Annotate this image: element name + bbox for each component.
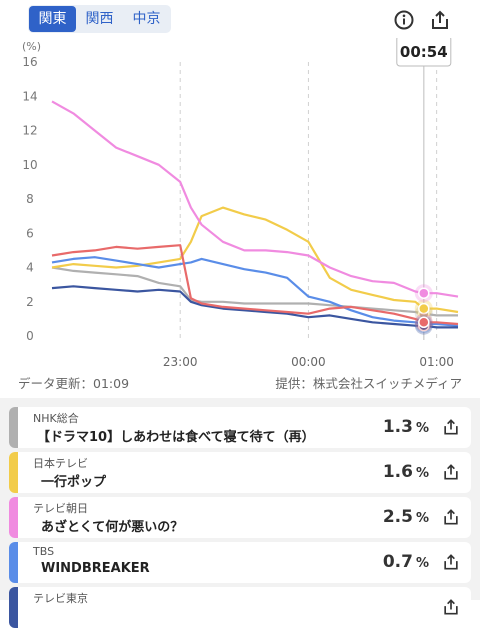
share-icon[interactable] [441, 507, 461, 527]
series-line [51, 256, 459, 327]
program-title: 【ドラマ10】しあわせは食べて寝て待て（再） [37, 430, 315, 445]
series-line [51, 206, 459, 314]
rating-value: 0.7% [383, 552, 429, 572]
channel-color-bar [9, 587, 18, 628]
rating-number: 1.3 [382, 417, 413, 437]
x-tick-label: 23:00 [163, 355, 198, 368]
rating-number: 2.5 [382, 507, 413, 527]
ratings-chart: (%) 0 2 4 6 8 10 12 14 16 23:00 00:00 01:00 00:54 [0, 35, 480, 369]
channel-card-tbs[interactable]: TBS WINDBREAKER 0.7% [9, 542, 471, 583]
tab-chukyo[interactable]: 中京 [132, 11, 161, 27]
channel-name: NHK総合 [33, 412, 79, 425]
y-axis-unit-label: (%) [22, 40, 41, 53]
channel-card-nhk[interactable]: NHK総合 【ドラマ10】しあわせは食べて寝て待て（再） 1.3% [9, 407, 471, 448]
y-tick-label: 2 [26, 295, 34, 309]
channel-name: TBS [33, 545, 55, 558]
chart-svg: (%) 0 2 4 6 8 10 12 14 16 23:00 00:00 01:00 00:54 [22, 35, 459, 369]
data-updated-label: データ更新：01:09 [18, 376, 130, 391]
rating-unit: % [415, 421, 429, 436]
cursor-point [418, 287, 430, 299]
rating-number: 1.6 [382, 462, 413, 482]
y-tick-label: 8 [26, 192, 34, 206]
tab-kanto[interactable]: 関東 [29, 6, 76, 32]
rating-number: 0.7 [382, 552, 413, 572]
x-tick-label: 00:00 [291, 355, 326, 368]
channel-name: テレビ東京 [33, 592, 88, 605]
series-line [51, 266, 458, 317]
cursor-point [418, 302, 430, 315]
program-title: WINDBREAKER [41, 561, 150, 576]
rating-unit: % [415, 556, 429, 571]
share-icon[interactable] [441, 597, 461, 617]
provider-label: 提供：株式会社スイッチメディア [275, 376, 462, 391]
channel-card-tvasahi[interactable]: テレビ朝日 あざとくて何が悪いの？ 2.5% [9, 497, 471, 538]
tab-kansai[interactable]: 関西 [85, 11, 114, 27]
rating-unit: % [415, 511, 429, 526]
share-icon[interactable] [441, 552, 461, 572]
channel-color-bar [9, 542, 18, 583]
series-line [51, 285, 458, 329]
share-icon[interactable] [428, 8, 452, 32]
channel-color-bar [9, 452, 18, 493]
y-tick-label: 6 [26, 226, 34, 240]
y-tick-label: 14 [22, 89, 37, 103]
share-icon[interactable] [441, 417, 461, 437]
channel-name: 日本テレビ [33, 457, 88, 470]
rating-value: 1.3% [383, 417, 429, 437]
channel-card-tvtokyo[interactable]: テレビ東京 [9, 587, 471, 628]
top-bar: 関東 関西 中京 [0, 0, 480, 40]
y-tick-label: 4 [26, 261, 34, 275]
y-tick-label: 12 [22, 124, 37, 138]
cursor-point [418, 316, 430, 329]
share-icon[interactable] [441, 462, 461, 482]
channel-color-bar [9, 497, 18, 538]
program-title: あざとくて何が悪いの？ [41, 520, 184, 535]
y-tick-label: 10 [22, 158, 37, 172]
program-title: 一行ポップ [41, 475, 107, 490]
y-tick-label: 16 [22, 55, 37, 69]
time-tooltip-label: 00:54 [400, 43, 448, 61]
channel-name: テレビ朝日 [33, 502, 88, 515]
info-icon[interactable] [392, 8, 416, 32]
channel-color-bar [9, 407, 18, 448]
rating-value: 1.6% [383, 462, 429, 482]
region-tabs: 関東 関西 中京 [28, 5, 171, 33]
y-tick-label: 0 [26, 329, 34, 343]
rating-value: 2.5% [383, 507, 429, 527]
series-line [51, 244, 459, 326]
rating-unit: % [415, 466, 429, 481]
channel-card-ntv[interactable]: 日本テレビ 一行ポップ 1.6% [9, 452, 471, 493]
channel-list: NHK総合 【ドラマ10】しあわせは食べて寝て待て（再） 1.3% 日本テレビ … [0, 398, 480, 628]
series-line [51, 100, 459, 298]
x-tick-label: 01:00 [419, 355, 454, 368]
